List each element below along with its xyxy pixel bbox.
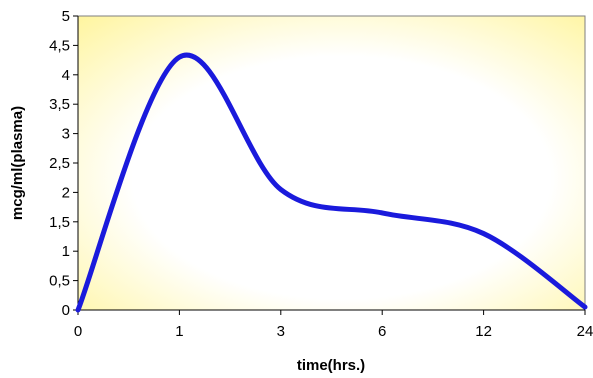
x-axis-title: time(hrs.) — [297, 357, 365, 374]
plot-area — [77, 15, 586, 311]
y-tick-label: 1 — [62, 243, 70, 260]
y-tick-label: 5 — [62, 8, 70, 25]
x-tick-label: 12 — [475, 323, 492, 340]
y-tick-label: 4 — [62, 67, 70, 84]
y-tick-label: 2 — [62, 184, 70, 201]
y-tick-label: 1,5 — [49, 214, 70, 231]
y-tick-label: 0,5 — [49, 273, 70, 290]
x-tick-label: 0 — [74, 323, 82, 340]
x-tick-label: 3 — [277, 323, 285, 340]
y-tick-label: 0 — [62, 302, 70, 319]
y-tick-label: 2,5 — [49, 155, 70, 172]
x-tick-label: 1 — [175, 323, 183, 340]
x-axis: 0 1 3 6 12 24 — [74, 309, 593, 340]
y-tick-label: 3 — [62, 126, 70, 143]
y-axis-title: mcg/ml(plasma) — [9, 106, 26, 220]
y-axis: 0 0,5 1 1,5 2 2,5 3 3,5 4 4,5 5 — [49, 8, 79, 319]
x-tick-label: 6 — [378, 323, 386, 340]
series-line — [75, 52, 588, 313]
y-tick-label: 3,5 — [49, 96, 70, 113]
series-layer — [75, 52, 588, 313]
y-tick-label: 4,5 — [49, 37, 70, 54]
x-tick-label: 24 — [577, 323, 593, 340]
